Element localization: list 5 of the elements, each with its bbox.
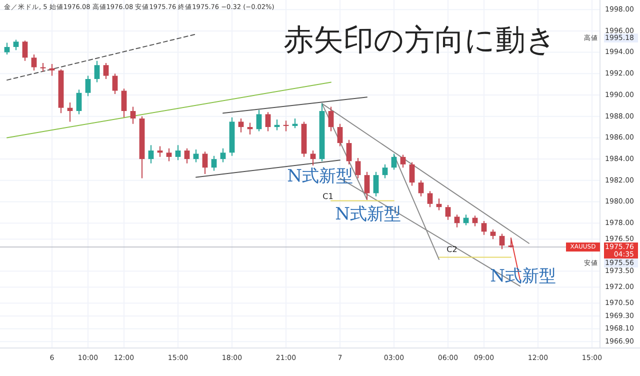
annotation: C2 <box>446 245 458 254</box>
annotation: N式新型 <box>335 204 401 224</box>
annotation: C1 <box>322 192 334 202</box>
text: 赤矢印の方向に動き <box>284 23 556 58</box>
annotation: N式新型 <box>287 166 353 186</box>
